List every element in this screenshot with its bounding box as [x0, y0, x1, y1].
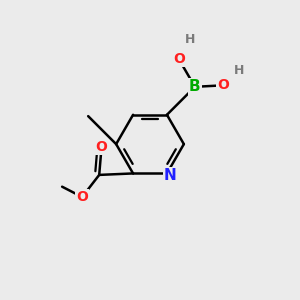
Text: O: O [76, 190, 88, 204]
Text: O: O [217, 78, 229, 92]
Text: B: B [189, 79, 201, 94]
Text: O: O [173, 52, 184, 66]
Text: O: O [96, 140, 107, 154]
Text: H: H [185, 33, 196, 46]
Text: N: N [164, 168, 177, 183]
Text: H: H [234, 64, 244, 77]
